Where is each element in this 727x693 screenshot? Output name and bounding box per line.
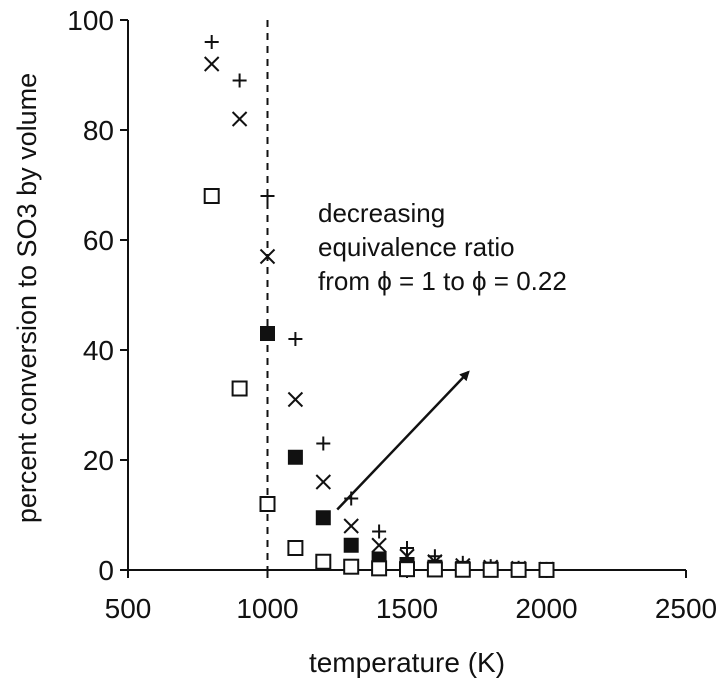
x-tick-label: 2500 — [655, 593, 717, 624]
plus-marker — [204, 35, 219, 49]
open-square-marker — [371, 560, 388, 577]
open-square-marker — [287, 540, 304, 556]
plus-marker — [260, 189, 275, 203]
open-square-marker — [343, 558, 360, 575]
annotation-line-3: from ϕ = 1 to ϕ = 0.22 — [318, 266, 567, 296]
filled-square-marker — [343, 537, 359, 553]
annotation-line-1: decreasing — [318, 198, 445, 228]
x-tick-label: 2000 — [515, 593, 577, 624]
y-tick-label: 80 — [83, 115, 114, 146]
open-square-marker — [259, 496, 276, 512]
x-tick-label: 500 — [105, 593, 152, 624]
plus-marker — [372, 524, 387, 539]
annotation-line-2: equivalence ratio — [318, 232, 515, 262]
open-square-marker — [203, 188, 220, 204]
plus-marker — [316, 436, 331, 451]
y-tick-label: 100 — [67, 5, 114, 36]
open-square-marker — [315, 553, 332, 570]
plus-marker — [232, 73, 247, 88]
open-square-marker — [454, 561, 471, 578]
x-tick-label: 1500 — [376, 593, 438, 624]
tick-group: 500 1000 1500 2000 2500 0 20 40 60 80 100 — [67, 5, 717, 624]
cross-marker — [343, 518, 359, 534]
open-square-marker — [538, 561, 555, 578]
cross-marker — [231, 111, 248, 127]
filled-square-marker — [315, 510, 331, 526]
cross-marker — [315, 474, 332, 490]
y-tick-label: 20 — [83, 445, 114, 476]
cross-marker — [287, 391, 304, 408]
plus-marker — [288, 332, 303, 346]
open-square-marker — [399, 561, 415, 578]
data-points — [203, 35, 555, 578]
filled-square-marker — [287, 449, 303, 465]
open-square-marker — [231, 380, 248, 397]
plus-marker — [400, 541, 414, 555]
x-axis-label: temperature (K) — [309, 647, 505, 678]
open-square-marker — [482, 561, 499, 578]
y-tick-label: 60 — [83, 225, 114, 256]
y-axis-label: percent conversion to SO3 by volume — [12, 73, 42, 523]
open-square-marker — [510, 561, 527, 578]
cross-marker — [203, 56, 220, 72]
y-tick-label: 0 — [98, 555, 114, 586]
annotation-arrow — [336, 370, 470, 511]
filled-square-marker — [260, 326, 275, 341]
cross-marker — [259, 248, 276, 265]
x-tick-label: 1000 — [236, 593, 298, 624]
open-square-marker — [426, 561, 443, 578]
y-tick-label: 40 — [83, 335, 114, 366]
cross-marker — [371, 537, 387, 553]
